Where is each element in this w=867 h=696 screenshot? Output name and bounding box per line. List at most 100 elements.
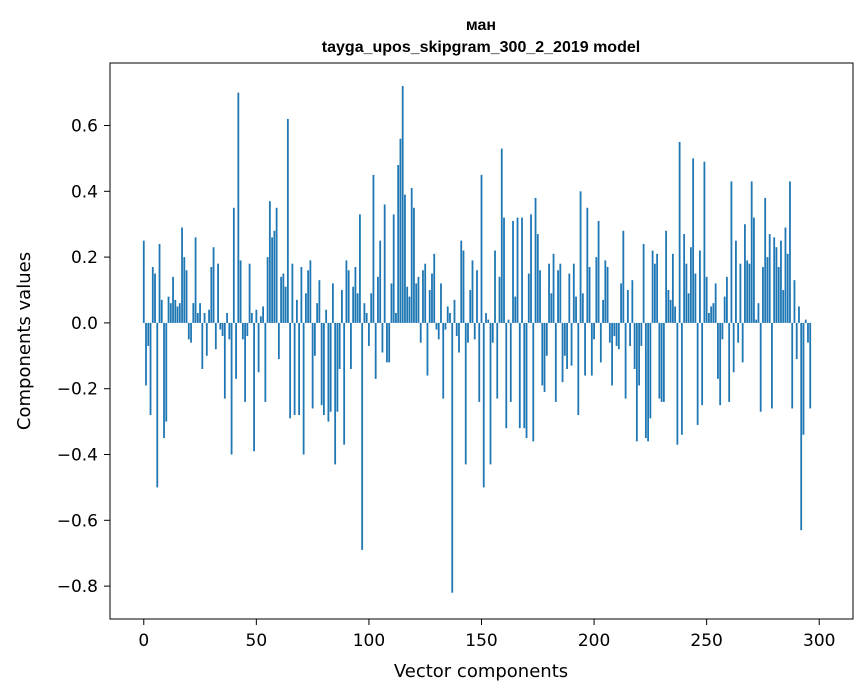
bar — [795, 322, 798, 360]
bar — [250, 313, 253, 323]
bar — [313, 322, 316, 356]
bar — [703, 161, 706, 323]
bar — [593, 322, 595, 340]
bar — [721, 322, 724, 340]
bar — [262, 306, 264, 323]
bar — [426, 322, 429, 376]
bar — [620, 283, 622, 323]
bar — [431, 273, 433, 323]
bar — [158, 243, 161, 323]
bar — [572, 263, 575, 323]
bar — [606, 266, 609, 323]
bar — [192, 303, 195, 323]
x-axis: 0 50 100 150 200 250 300 — [138, 619, 835, 651]
bar — [208, 309, 210, 323]
bar — [759, 322, 762, 412]
bar — [275, 207, 278, 323]
bar — [217, 263, 219, 323]
bar — [599, 322, 602, 363]
x-tick-label: 50 — [246, 631, 268, 651]
bar — [518, 322, 521, 429]
bar — [516, 217, 519, 323]
bar — [345, 260, 348, 323]
bar — [784, 227, 787, 323]
bar — [696, 322, 699, 425]
bar — [773, 237, 776, 323]
y-axis: −0.8 −0.6 −0.4 −0.2 0.0 0.2 0.4 0.6 — [57, 117, 110, 597]
bar — [377, 276, 379, 323]
bar — [730, 181, 733, 323]
bar — [464, 322, 467, 465]
bar — [678, 141, 681, 323]
bar — [322, 322, 325, 416]
bar — [552, 253, 555, 323]
bar — [557, 270, 559, 323]
bar — [541, 322, 544, 386]
bar — [304, 293, 307, 323]
bar — [489, 322, 492, 465]
bar — [735, 240, 737, 323]
bar — [277, 322, 280, 360]
bar — [701, 322, 704, 406]
bar — [471, 260, 474, 323]
bar — [302, 322, 305, 455]
bar — [455, 322, 458, 337]
bar — [458, 322, 460, 353]
x-tick-label: 0 — [138, 631, 149, 651]
y-tick-label: −0.6 — [57, 511, 98, 531]
bar — [169, 303, 172, 323]
bar — [644, 322, 647, 439]
bar — [440, 283, 442, 323]
bar — [257, 322, 260, 373]
bar — [149, 322, 152, 416]
bar — [201, 322, 204, 369]
bar — [507, 319, 510, 323]
bar — [395, 313, 397, 323]
bar — [777, 266, 780, 323]
bar — [530, 214, 532, 323]
bar — [485, 313, 487, 323]
bar — [368, 322, 370, 346]
bar — [685, 263, 688, 323]
bar — [248, 263, 251, 323]
y-tick-label: −0.2 — [57, 380, 98, 400]
bar — [597, 220, 600, 323]
bar — [647, 322, 650, 442]
bar — [800, 322, 803, 531]
bar — [710, 306, 713, 323]
bar — [343, 322, 346, 445]
bar — [205, 322, 208, 356]
bar — [174, 299, 177, 323]
bar — [374, 322, 377, 379]
bar — [480, 174, 483, 323]
bar — [662, 322, 665, 402]
bar — [536, 234, 539, 323]
bar — [712, 303, 715, 323]
x-axis-label: Vector components — [394, 661, 568, 682]
bar — [705, 276, 708, 323]
bar — [577, 322, 580, 416]
bar — [446, 306, 449, 323]
bar — [651, 250, 654, 323]
bar — [388, 322, 391, 363]
bar — [717, 322, 719, 379]
bar — [680, 322, 683, 435]
bar — [176, 306, 179, 323]
bar — [559, 263, 562, 323]
bar — [449, 313, 451, 323]
bar — [669, 299, 672, 323]
bar — [590, 322, 593, 376]
bar — [381, 322, 384, 353]
bar — [561, 322, 564, 383]
bar — [354, 266, 357, 323]
bar — [145, 322, 147, 386]
bar — [178, 303, 181, 323]
bar — [631, 280, 634, 323]
bar — [694, 273, 697, 323]
bar — [295, 299, 298, 323]
bar — [626, 290, 629, 323]
bar — [629, 322, 631, 346]
bar — [428, 290, 431, 323]
bar — [482, 322, 485, 488]
bar — [523, 322, 526, 429]
